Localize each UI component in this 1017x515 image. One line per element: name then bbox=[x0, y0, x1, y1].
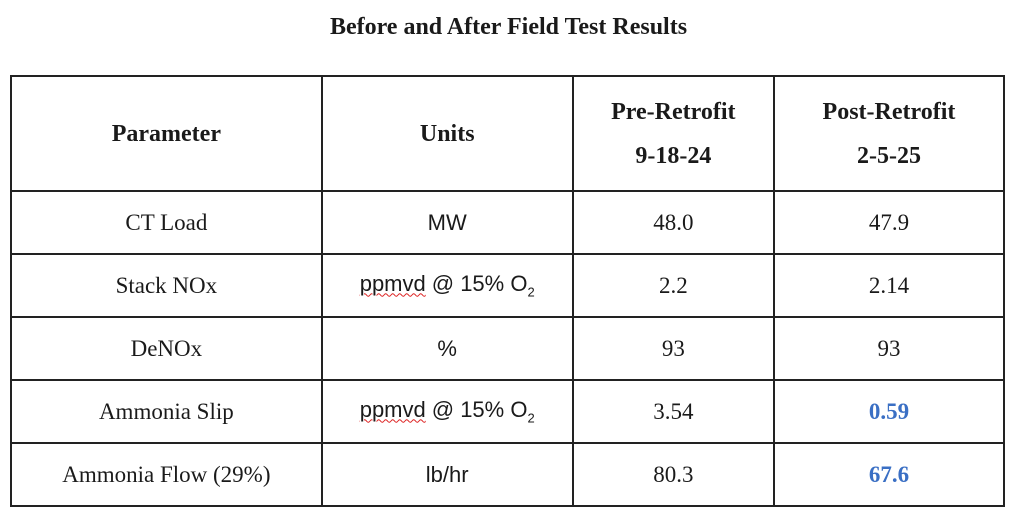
data-row: Ammonia Slip ppmvd @ 15% O2 3.54 0.59 bbox=[10, 379, 1006, 444]
pre-value: 2.2 bbox=[571, 253, 775, 318]
header-cell: Units bbox=[320, 75, 574, 192]
units-subscript: 2 bbox=[527, 284, 535, 300]
units-word: ppmvd bbox=[359, 397, 426, 423]
post-value: 2.14 bbox=[772, 253, 1006, 318]
parameter-cell: Ammonia Slip bbox=[10, 379, 323, 444]
header-cell: Parameter bbox=[10, 75, 323, 192]
header-date: 2-5-25 bbox=[856, 142, 921, 169]
units-cell: ppmvd @ 15% O2 bbox=[320, 253, 574, 318]
data-row: DeNOx% 93 93 bbox=[10, 316, 1006, 381]
table-body: CT Load MW 48.0 47.9 Stack NOx ppmvd @ 15% O2 2… bbox=[10, 190, 1006, 507]
parameter-cell: DeNOx bbox=[10, 316, 323, 381]
parameter-cell: CT Load bbox=[10, 190, 323, 255]
units-text: MW bbox=[427, 209, 467, 235]
parameter-cell: Stack NOx bbox=[10, 253, 323, 318]
results-table: Parameter Units Pre-Retrofit 9-18-24 Post-Re… bbox=[10, 75, 1006, 507]
data-row: CT Load MW 48.0 47.9 bbox=[10, 190, 1006, 255]
pre-value: 80.3 bbox=[571, 442, 775, 507]
units-cell: lb/hr bbox=[320, 442, 574, 507]
post-value: 0.59 bbox=[772, 379, 1006, 444]
data-row: Stack NOx ppmvd @ 15% O2 2.2 2.14 bbox=[10, 253, 1006, 318]
units-cell: MW bbox=[320, 190, 574, 255]
units-subscript: 2 bbox=[527, 410, 535, 426]
header-text: Post-Retrofit bbox=[822, 98, 956, 125]
data-row: Ammonia Flow (29%) lb/hr 80.3 67.6 bbox=[10, 442, 1006, 507]
units-cell: ppmvd @ 15% O2 bbox=[320, 379, 574, 444]
pre-value: 93 bbox=[571, 316, 775, 381]
pre-value: 48.0 bbox=[571, 190, 775, 255]
header-text: Pre-Retrofit bbox=[611, 98, 736, 125]
header-date: 9-18-24 bbox=[635, 142, 712, 169]
header-text: Parameter bbox=[111, 120, 221, 147]
header-cell: Pre-Retrofit 9-18-24 bbox=[571, 75, 775, 192]
units-text: lb/hr bbox=[425, 461, 469, 487]
pre-value: 3.54 bbox=[571, 379, 775, 444]
units-text: @ 15% O bbox=[431, 271, 528, 297]
units-text: @ 15% O bbox=[431, 397, 528, 423]
title: Before and After Field Test Results bbox=[329, 14, 688, 40]
post-value: 93 bbox=[772, 316, 1006, 381]
post-value: 47.9 bbox=[772, 190, 1006, 255]
units-cell: % bbox=[320, 316, 574, 381]
header-cell: Post-Retrofit 2-5-25 bbox=[772, 75, 1006, 192]
header-row: Parameter Units Pre-Retrofit 9-18-24 Post-Re… bbox=[10, 75, 1006, 192]
post-value: 67.6 bbox=[772, 442, 1006, 507]
parameter-cell: Ammonia Flow (29%) bbox=[10, 442, 323, 507]
header-text: Units bbox=[419, 120, 475, 147]
units-text: % bbox=[437, 335, 457, 361]
units-word: ppmvd bbox=[359, 271, 426, 297]
